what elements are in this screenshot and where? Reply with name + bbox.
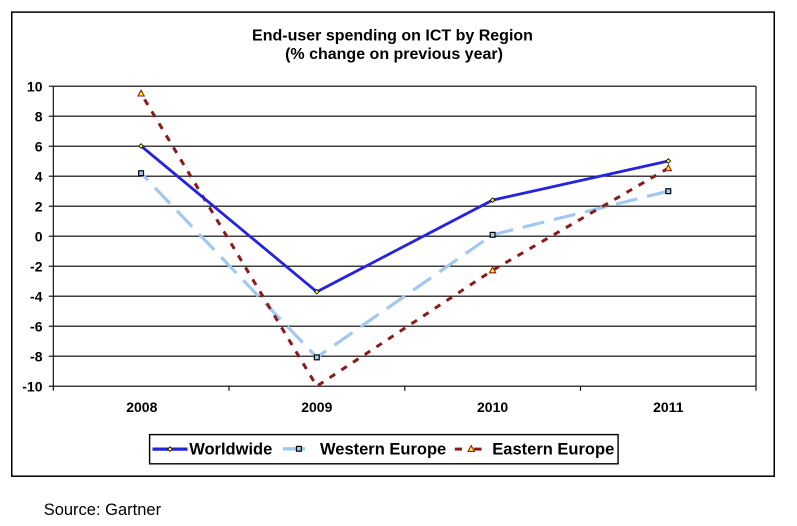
svg-text:6: 6: [35, 138, 43, 154]
svg-text:(% change on previous year): (% change on previous year): [285, 46, 503, 63]
svg-text:End-user spending on ICT by Re: End-user spending on ICT by Region: [252, 28, 533, 45]
svg-text:2010: 2010: [477, 399, 508, 415]
svg-text:-4: -4: [30, 288, 43, 304]
svg-text:Worldwide: Worldwide: [189, 441, 272, 459]
svg-text:2008: 2008: [126, 399, 157, 415]
svg-text:-6: -6: [30, 318, 43, 334]
svg-text:Source: Gartner: Source: Gartner: [44, 501, 162, 519]
svg-text:-2: -2: [30, 258, 43, 274]
svg-text:2011: 2011: [653, 399, 684, 415]
svg-text:Eastern Europe: Eastern Europe: [492, 441, 614, 459]
svg-text:10: 10: [27, 78, 43, 94]
svg-text:4: 4: [35, 168, 43, 184]
svg-text:8: 8: [35, 108, 43, 124]
svg-text:-8: -8: [30, 348, 43, 364]
svg-text:2: 2: [35, 198, 43, 214]
svg-text:-10: -10: [22, 378, 42, 394]
svg-text:2009: 2009: [301, 399, 332, 415]
svg-text:Western Europe: Western Europe: [320, 441, 446, 459]
svg-text:0: 0: [35, 228, 43, 244]
